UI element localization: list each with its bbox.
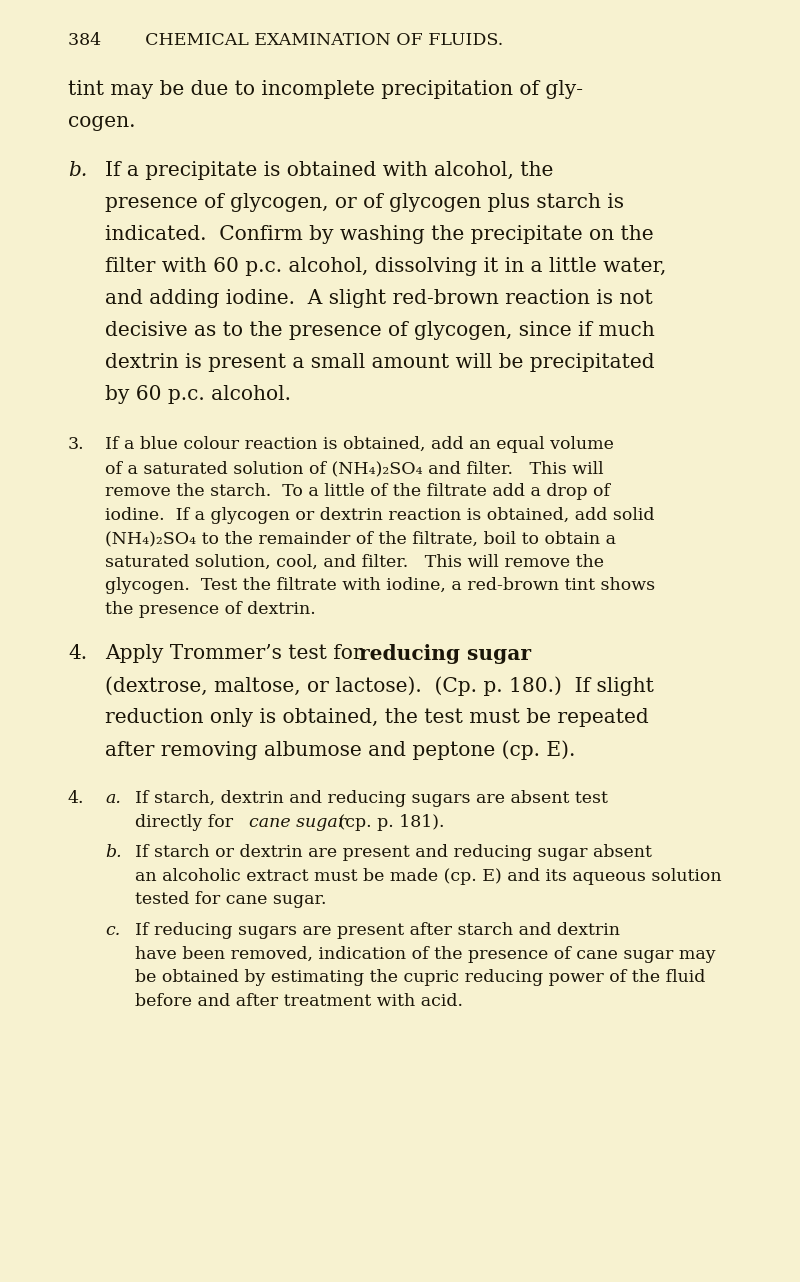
Text: the presence of dextrin.: the presence of dextrin. [105,601,316,618]
Text: before and after treatment with acid.: before and after treatment with acid. [135,992,463,1010]
Text: by 60 p.c. alcohol.: by 60 p.c. alcohol. [105,385,291,404]
Text: (cp. p. 181).: (cp. p. 181). [333,814,444,831]
Text: c.: c. [105,922,120,940]
Text: of a saturated solution of (NH₄)₂SO₄ and filter.   This will: of a saturated solution of (NH₄)₂SO₄ and… [105,460,604,477]
Text: b.: b. [68,160,87,179]
Text: a.: a. [105,790,121,808]
Text: decisive as to the presence of glycogen, since if much: decisive as to the presence of glycogen,… [105,320,654,340]
Text: If reducing sugars are present after starch and dextrin: If reducing sugars are present after sta… [135,922,620,940]
Text: 3.: 3. [68,436,85,454]
Text: filter with 60 p.c. alcohol, dissolving it in a little water,: filter with 60 p.c. alcohol, dissolving … [105,256,666,276]
Text: and adding iodine.  A slight red-brown reaction is not: and adding iodine. A slight red-brown re… [105,288,653,308]
Text: If a precipitate is obtained with alcohol, the: If a precipitate is obtained with alcoho… [105,160,554,179]
Text: presence of glycogen, or of glycogen plus starch is: presence of glycogen, or of glycogen plu… [105,192,624,212]
Text: saturated solution, cool, and filter.   This will remove the: saturated solution, cool, and filter. Th… [105,554,604,570]
Text: (dextrose, maltose, or lactose).  (Cp. p. 180.)  If slight: (dextrose, maltose, or lactose). (Cp. p.… [105,676,654,696]
Text: reduction only is obtained, the test must be repeated: reduction only is obtained, the test mus… [105,708,649,727]
Text: (NH₄)₂SO₄ to the remainder of the filtrate, boil to obtain a: (NH₄)₂SO₄ to the remainder of the filtra… [105,531,616,547]
Text: 4.: 4. [68,644,87,663]
Text: indicated.  Confirm by washing the precipitate on the: indicated. Confirm by washing the precip… [105,224,654,244]
Text: If a blue colour reaction is obtained, add an equal volume: If a blue colour reaction is obtained, a… [105,436,614,454]
Text: If starch or dextrin are present and reducing sugar absent: If starch or dextrin are present and red… [135,845,652,862]
Text: Apply Trommer’s test for: Apply Trommer’s test for [105,644,369,663]
Text: 4.: 4. [68,790,85,808]
Text: remove the starch.  To a little of the filtrate add a drop of: remove the starch. To a little of the fi… [105,483,610,500]
Text: dextrin is present a small amount will be precipitated: dextrin is present a small amount will b… [105,353,654,372]
Text: iodine.  If a glycogen or dextrin reaction is obtained, add solid: iodine. If a glycogen or dextrin reactio… [105,506,654,524]
Text: tested for cane sugar.: tested for cane sugar. [135,891,326,909]
Text: b.: b. [105,845,122,862]
Text: glycogen.  Test the filtrate with iodine, a red-brown tint shows: glycogen. Test the filtrate with iodine,… [105,577,655,595]
Text: If starch, dextrin and reducing sugars are absent test: If starch, dextrin and reducing sugars a… [135,790,608,808]
Text: an alcoholic extract must be made (cp. E) and its aqueous solution: an alcoholic extract must be made (cp. E… [135,868,722,885]
Text: be obtained by estimating the cupric reducing power of the fluid: be obtained by estimating the cupric red… [135,969,706,986]
Text: reducing sugar: reducing sugar [359,644,531,664]
Text: cane sugar: cane sugar [249,814,346,831]
Text: have been removed, indication of the presence of cane sugar may: have been removed, indication of the pre… [135,946,716,963]
Text: cogen.: cogen. [68,113,135,131]
Text: after removing albumose and peptone (cp. E).: after removing albumose and peptone (cp.… [105,740,575,760]
Text: 384        CHEMICAL EXAMINATION OF FLUIDS.: 384 CHEMICAL EXAMINATION OF FLUIDS. [68,32,503,49]
Text: tint may be due to incomplete precipitation of gly-: tint may be due to incomplete precipitat… [68,81,583,100]
Text: directly for: directly for [135,814,238,831]
